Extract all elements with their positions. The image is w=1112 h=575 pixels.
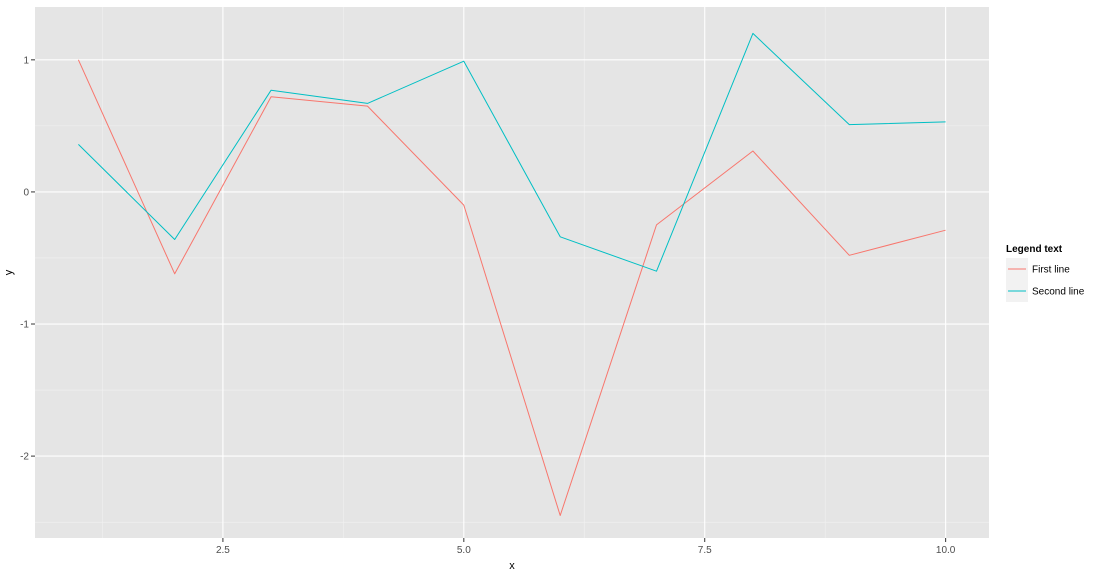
legend-title: Legend text — [1006, 244, 1063, 255]
series-line-1 — [77, 59, 946, 516]
series-lines — [77, 32, 946, 516]
y-tick-label: -2 — [20, 452, 29, 463]
y-axis: -2 -1 0 1 — [20, 55, 35, 463]
x-tick-label: 7.5 — [698, 545, 712, 556]
x-axis: 2.5 5.0 7.5 10.0 — [216, 538, 956, 556]
minor-gridlines — [35, 7, 989, 538]
x-axis-title: x — [509, 560, 515, 572]
major-gridlines — [35, 7, 989, 538]
legend-label: First line — [1032, 265, 1070, 276]
y-tick-label: 0 — [23, 187, 29, 198]
x-tick-label: 10.0 — [936, 545, 956, 556]
y-tick-label: 1 — [23, 55, 29, 66]
plot-panel — [35, 7, 989, 538]
legend: Legend text First line Second line — [1006, 244, 1085, 302]
series-line-2 — [78, 32, 946, 272]
legend-label: Second line — [1032, 287, 1085, 298]
y-axis-title: y — [3, 269, 15, 275]
x-tick-label: 2.5 — [216, 545, 230, 556]
x-tick-label: 5.0 — [457, 545, 471, 556]
y-tick-label: -1 — [20, 320, 29, 331]
